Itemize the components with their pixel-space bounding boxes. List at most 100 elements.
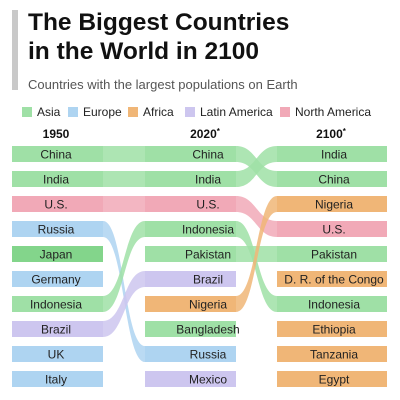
bar-1950-uk	[12, 346, 103, 362]
bar-2020-russia	[145, 346, 236, 362]
column-header-note: *	[343, 127, 347, 136]
chart-title-line-2: in the World in 2100	[28, 38, 259, 65]
connector-layer	[103, 146, 277, 362]
connector-india-2020-2100	[236, 146, 277, 187]
label-1950-u-s: U.S.	[44, 198, 67, 212]
legend-label-asia: Asia	[37, 105, 61, 119]
legend: Asia Europe Africa Latin America North A…	[12, 104, 392, 120]
label-2020-brazil: Brazil	[193, 273, 223, 287]
label-2020-mexico: Mexico	[189, 373, 227, 387]
legend-swatch-europe	[68, 107, 78, 117]
label-2100-egypt: Egypt	[319, 373, 350, 387]
bar-1950-japan	[12, 246, 103, 262]
bar-layer	[12, 146, 387, 387]
label-1950-india: India	[43, 173, 69, 187]
label-1950-japan: Japan	[40, 248, 73, 262]
bar-2020-india	[145, 171, 236, 187]
legend-item-africa: Africa	[128, 104, 174, 120]
bar-2100-ethiopia	[277, 321, 387, 337]
legend-item-europe: Europe	[68, 104, 122, 120]
connector-indonesia-1950-2020	[103, 221, 145, 312]
column-header-1950: 1950	[43, 127, 70, 141]
bar-1950-germany	[12, 271, 103, 287]
bar-1950-indonesia	[12, 296, 103, 312]
label-1950-germany: Germany	[31, 273, 80, 287]
label-2100-ethiopia: Ethiopia	[312, 323, 356, 337]
label-2020-china: China	[192, 148, 224, 162]
legend-label-na: North America	[295, 105, 372, 119]
legend-item-asia: Asia	[22, 104, 60, 120]
legend-swatch-asia	[22, 107, 32, 117]
bar-2020-bangladesh	[145, 321, 236, 337]
connector-u-s--2020-2100	[236, 196, 277, 237]
bar-2100-china	[277, 171, 387, 187]
bar-2020-pakistan	[145, 246, 236, 262]
label-2020-pakistan: Pakistan	[185, 248, 231, 262]
legend-item-na: North America	[280, 104, 371, 120]
column-header-note: *	[217, 127, 221, 136]
label-2020-india: India	[195, 173, 221, 187]
chart-subtitle: Countries with the largest populations o…	[28, 77, 298, 92]
label-2100-d-r-of-the-congo: D. R. of the Congo	[284, 273, 384, 287]
connector-china-1950-2020	[103, 146, 145, 162]
bar-2100-indonesia	[277, 296, 387, 312]
bar-2020-indonesia	[145, 221, 236, 237]
bar-1950-china	[12, 146, 103, 162]
label-1950-indonesia: Indonesia	[30, 298, 82, 312]
label-2020-u-s: U.S.	[196, 198, 219, 212]
bar-2020-u-s	[145, 196, 236, 212]
title-accent-bar	[12, 10, 18, 90]
bar-2100-pakistan	[277, 246, 387, 262]
bar-2100-tanzania	[277, 346, 387, 362]
bar-1950-u-s	[12, 196, 103, 212]
label-1950-uk: UK	[48, 348, 65, 362]
bar-2020-nigeria	[145, 296, 236, 312]
legend-item-latam: Latin America	[185, 104, 273, 120]
chart-title: The Biggest Countries in the World in 21…	[28, 8, 388, 66]
bar-2100-egypt	[277, 371, 387, 387]
legend-label-africa: Africa	[143, 105, 174, 119]
bar-1950-india	[12, 171, 103, 187]
legend-swatch-africa	[128, 107, 138, 117]
bar-1950-brazil	[12, 321, 103, 337]
bar-2100-india	[277, 146, 387, 162]
label-2100-india: India	[321, 148, 347, 162]
label-2100-nigeria: Nigeria	[315, 198, 353, 212]
label-layer: China India U.S. Russia Japan Germany Indonesi…	[30, 148, 384, 387]
label-2100-tanzania: Tanzania	[310, 348, 358, 362]
label-2100-u-s: U.S.	[322, 223, 345, 237]
label-2100-china: China	[318, 173, 350, 187]
label-2020-russia: Russia	[190, 348, 227, 362]
label-1950-italy: Italy	[45, 373, 67, 387]
bar-1950-italy	[12, 371, 103, 387]
connector-nigeria-2020-2100	[236, 196, 277, 312]
bar-2100-u-s	[277, 221, 387, 237]
connector-u-s--1950-2020	[103, 196, 145, 212]
label-2100-indonesia: Indonesia	[308, 298, 360, 312]
bar-2100-d-r-of-the-congo	[277, 271, 387, 287]
connector-indonesia-2020-2100	[236, 221, 277, 312]
column-header-2020: 2020*	[190, 127, 221, 141]
legend-swatch-latam	[185, 107, 195, 117]
column-header-2100: 2100*	[316, 127, 347, 141]
label-1950-china: China	[40, 148, 72, 162]
chart-title-line-1: The Biggest Countries	[28, 9, 290, 36]
label-2020-bangladesh: Bangladesh	[176, 323, 239, 337]
bar-2020-china	[145, 146, 236, 162]
legend-label-latam: Latin America	[200, 105, 273, 119]
legend-swatch-na	[280, 107, 290, 117]
connector-russia-1950-2020	[103, 221, 145, 362]
label-1950-russia: Russia	[38, 223, 75, 237]
bar-2020-mexico	[145, 371, 236, 387]
label-2020-nigeria: Nigeria	[189, 298, 227, 312]
connector-india-1950-2020	[103, 171, 145, 187]
bar-1950-russia	[12, 221, 103, 237]
label-2100-pakistan: Pakistan	[311, 248, 357, 262]
label-2020-indonesia: Indonesia	[182, 223, 234, 237]
legend-label-europe: Europe	[83, 105, 122, 119]
label-1950-brazil: Brazil	[41, 323, 71, 337]
bar-2100-nigeria	[277, 196, 387, 212]
connector-brazil-1950-2020	[103, 271, 145, 337]
bar-2020-brazil	[145, 271, 236, 287]
